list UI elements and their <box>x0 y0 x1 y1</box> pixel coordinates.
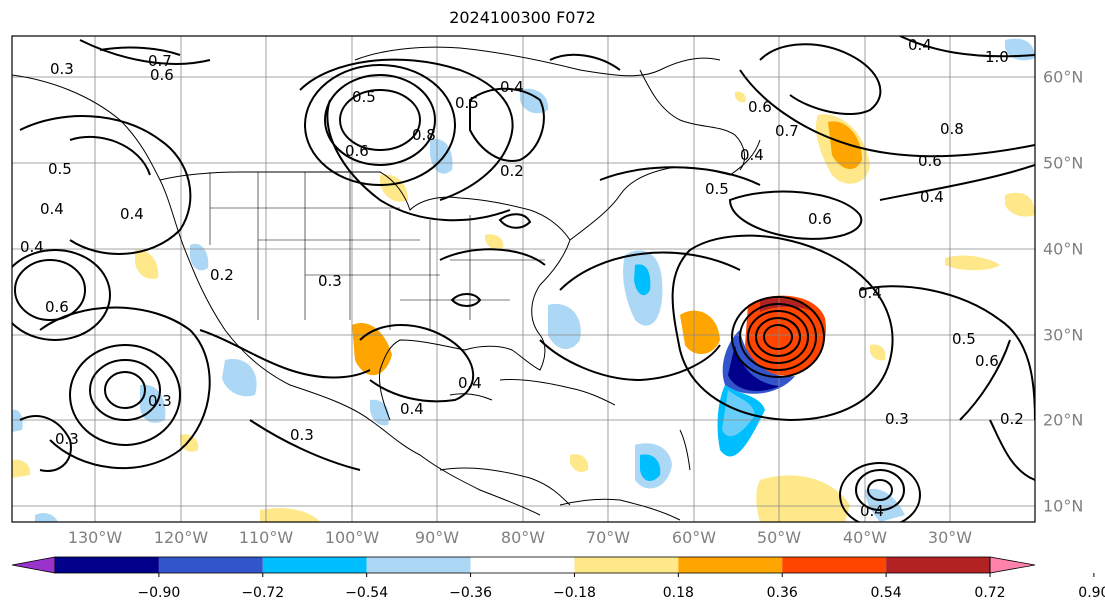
contour-label: 0.5 <box>705 180 729 198</box>
contour-label: 0.4 <box>40 200 64 218</box>
contour-label: 0.8 <box>412 126 436 144</box>
lon-label: 50°W <box>756 528 802 547</box>
contour-label: 0.4 <box>500 78 524 96</box>
contour-label: 0.6 <box>808 210 832 228</box>
contour-label: 0.4 <box>860 502 884 520</box>
lon-label: 90°W <box>414 528 460 547</box>
contour-label: 0.4 <box>20 238 44 256</box>
weather-map <box>11 35 1036 523</box>
contour-label: 0.4 <box>120 205 144 223</box>
contour-label: 0.3 <box>290 426 314 444</box>
contour-label: 0.4 <box>858 284 882 302</box>
contour-label: 0.6 <box>45 298 69 316</box>
lon-label: 100°W <box>324 528 380 547</box>
lat-label: 40°N <box>1043 239 1084 259</box>
contour-label: 0.3 <box>55 430 79 448</box>
contour-label: 1.0 <box>985 48 1009 66</box>
contour-label: 0.3 <box>50 60 74 78</box>
colorbar-tick-label: −0.18 <box>552 585 596 601</box>
contour-label: 0.4 <box>458 374 482 392</box>
lon-label: 40°W <box>842 528 888 547</box>
contour-label: 0.3 <box>885 410 909 428</box>
colorbar-tick-label: 0.72 <box>974 585 1006 601</box>
lon-label: 130°W <box>67 528 123 547</box>
colorbar-tick-label: 0.90 <box>1078 585 1105 601</box>
colorbar-tick-label: −0.72 <box>241 585 285 601</box>
contour-label: 0.6 <box>150 66 174 84</box>
graticule <box>12 36 1035 522</box>
contour-label: 0.3 <box>148 392 172 410</box>
contour-label: 0.4 <box>920 188 944 206</box>
colorbar-tick-label: 0.54 <box>870 585 902 601</box>
contour-label: 0.5 <box>455 94 479 112</box>
contour-label: 0.5 <box>48 160 72 178</box>
state-borders <box>209 172 545 330</box>
contour-label: 0.2 <box>210 266 234 284</box>
contour-label: 0.6 <box>975 352 999 370</box>
contour-label: 0.6 <box>345 142 369 160</box>
colorbar-tick-label: 0.36 <box>766 585 798 601</box>
contour-label: 0.5 <box>952 330 976 348</box>
lat-label: 10°N <box>1043 496 1084 516</box>
lon-label: 110°W <box>238 528 294 547</box>
contour-label: 0.4 <box>400 400 424 418</box>
contour-label: 0.6 <box>748 98 772 116</box>
contour-label: 0.7 <box>148 52 172 70</box>
colorbar-tick-label: 0.18 <box>662 585 694 601</box>
contour-label: 0.3 <box>318 272 342 290</box>
colorbar-tick-label: −0.54 <box>345 585 389 601</box>
contour-lines <box>12 36 1035 522</box>
lon-label: 70°W <box>585 528 631 547</box>
map-title: 2024100300 F072 <box>449 8 596 27</box>
colorbar-tick-label: −0.36 <box>449 585 492 601</box>
lat-label: 20°N <box>1043 410 1084 430</box>
contour-label: 0.8 <box>940 120 964 138</box>
contour-label: 0.2 <box>1000 410 1024 428</box>
lon-label: 120°W <box>153 528 209 547</box>
contour-label: 0.5 <box>352 88 376 106</box>
lat-label: 60°N <box>1043 67 1084 87</box>
lon-label: 80°W <box>500 528 546 547</box>
contour-label: 0.6 <box>918 152 942 170</box>
contour-label: 0.4 <box>908 36 932 54</box>
lat-label: 50°N <box>1043 153 1084 173</box>
colorbar-tick-label: −0.90 <box>137 585 181 601</box>
lon-label: 30°W <box>927 528 973 547</box>
anomaly-shading <box>12 38 1035 522</box>
contour-label: 0.4 <box>740 146 764 164</box>
contour-label: 0.7 <box>775 122 799 140</box>
lat-label: 30°N <box>1043 325 1084 345</box>
lon-label: 60°W <box>671 528 717 547</box>
contour-label: 0.2 <box>500 162 524 180</box>
